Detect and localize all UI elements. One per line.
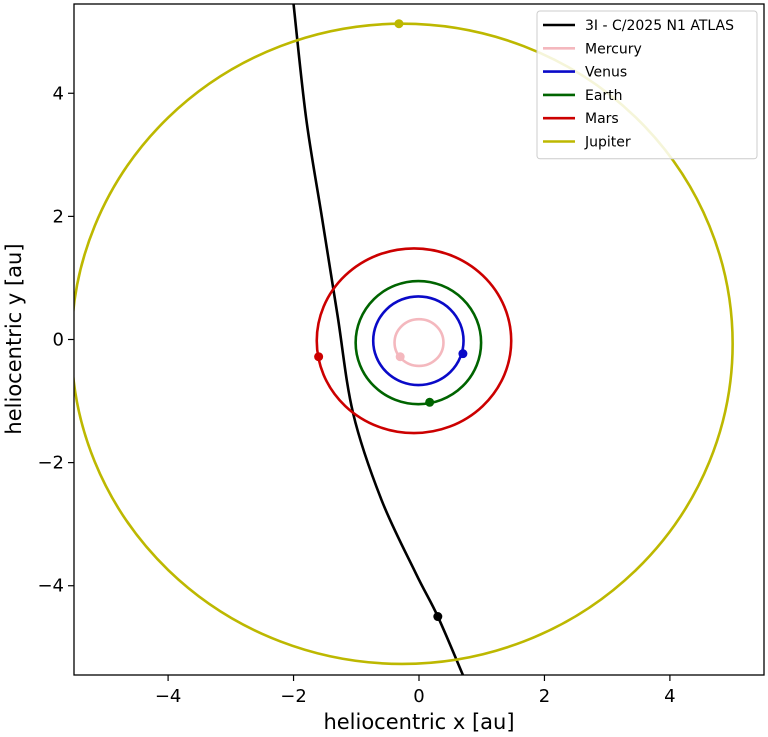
x-tick-label: 0 xyxy=(413,686,424,707)
mercury-orbit xyxy=(393,317,445,368)
legend-box xyxy=(536,10,758,160)
x-axis-label: heliocentric x [au] xyxy=(323,710,514,734)
earth-position-marker xyxy=(425,397,435,407)
tick-layer: −4 −2 0 2 4 −4 −2 0 2 4 xyxy=(37,83,675,707)
y-tick-label: 0 xyxy=(53,330,64,351)
3i-c-2025-n1-atlas-position-marker xyxy=(433,612,443,622)
y-tick-label: 2 xyxy=(53,206,64,227)
y-tick-label: −4 xyxy=(37,576,64,597)
x-tick-label: −4 xyxy=(155,686,182,707)
atlas-trajectory-line xyxy=(292,4,465,675)
venus-orbit xyxy=(371,295,465,387)
legend-label-mercury: Mercury xyxy=(585,41,642,57)
legend-label-mars: Mars xyxy=(585,111,619,127)
x-tick-label: 2 xyxy=(539,686,550,707)
plot-data-layer xyxy=(74,4,734,675)
mars-position-marker xyxy=(314,352,324,362)
mercury-position-marker xyxy=(395,352,405,362)
venus-position-marker xyxy=(458,349,468,359)
legend-label-3i-c-2025-n1-atlas: 3I - C/2025 N1 ATLAS xyxy=(585,18,734,34)
y-tick-label: −2 xyxy=(37,453,64,474)
x-tick-label: −2 xyxy=(280,686,307,707)
legend-label-earth: Earth xyxy=(585,88,623,104)
legend: 3I - C/2025 N1 ATLAS Mercury Venus Earth Mar… xyxy=(536,10,758,160)
y-tick-label: 4 xyxy=(53,83,64,104)
x-tick-label: 4 xyxy=(664,686,675,707)
legend-label-venus: Venus xyxy=(585,65,627,81)
legend-label-jupiter: Jupiter xyxy=(584,135,631,151)
earth-orbit xyxy=(354,279,483,406)
y-axis-label: heliocentric y [au] xyxy=(2,243,26,434)
jupiter-position-marker xyxy=(394,19,404,29)
mars-orbit xyxy=(315,247,513,435)
